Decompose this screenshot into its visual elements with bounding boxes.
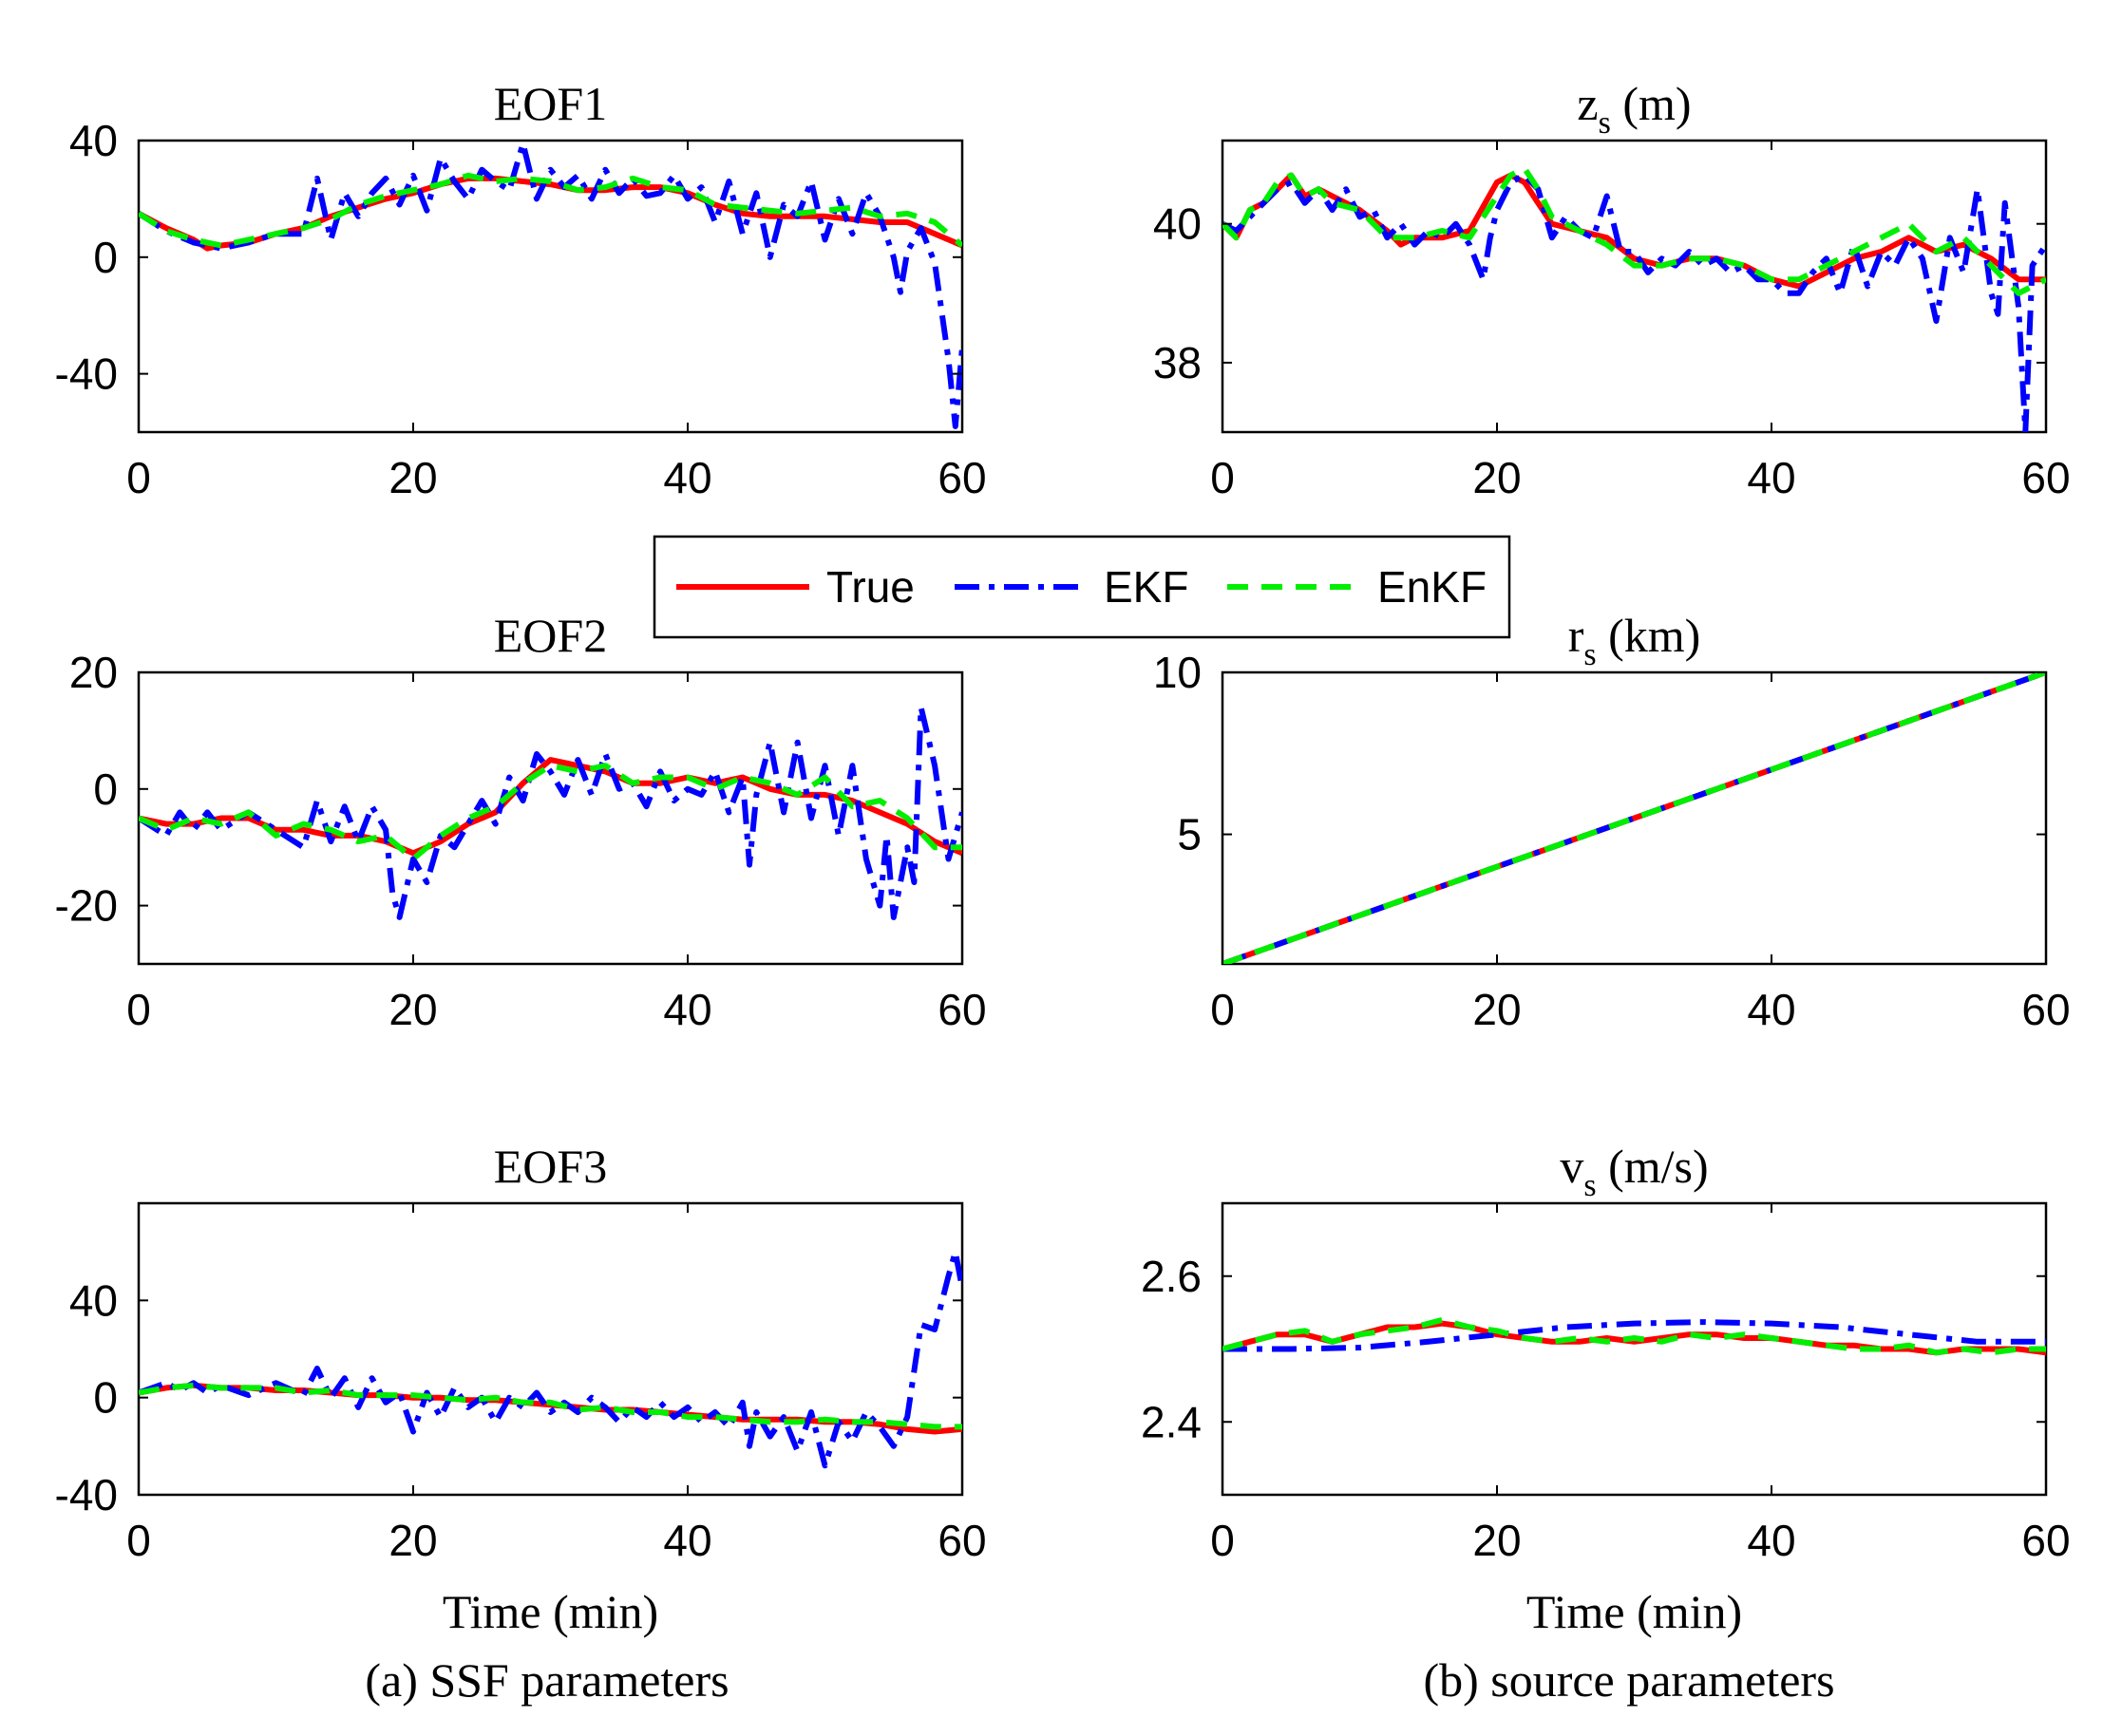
eof3-title-main: EOF3 [494, 1140, 607, 1193]
rs-ytick-label: 10 [1153, 648, 1202, 697]
vs-xtick-label: 20 [1472, 1516, 1521, 1565]
zs-xtick-label: 40 [1747, 453, 1795, 502]
zs-series-ekf [1222, 172, 2046, 432]
zs-title: zs (m) [1577, 77, 1691, 141]
panel-zs: 0 20 40 60 38 40 zs (m) [1153, 77, 2071, 502]
eof2-xtick-label: 60 [938, 985, 986, 1034]
zs-series-group [1222, 165, 2046, 432]
eof2-xtick-label: 20 [388, 985, 437, 1034]
eof3-xtick-label: 20 [388, 1516, 437, 1565]
eof2-ytick-label: -20 [55, 881, 118, 931]
eof3-xtick-label: 60 [938, 1516, 986, 1565]
rs-series-group [1222, 672, 2046, 964]
eof3-series-group [139, 1249, 962, 1469]
eof2-ytick-label: 0 [93, 764, 118, 814]
rs-xtick-label: 20 [1472, 985, 1521, 1034]
vs-title: vs (m/s) [1560, 1140, 1708, 1203]
panel-eof1: 0 20 40 60 -40 0 40 EOF1 [55, 77, 987, 502]
eof1-xtick-label: 0 [126, 453, 151, 502]
eof3-series-enkf [139, 1382, 962, 1430]
eof3-xlabel: Time (min) [443, 1585, 658, 1638]
eof1-series-ekf [139, 141, 962, 429]
eof2-series-true [139, 757, 962, 857]
vs-series-enkf [1222, 1316, 2046, 1356]
eof1-ytick-label: 40 [69, 116, 118, 165]
zs-xtick-label: 20 [1472, 453, 1521, 502]
eof2-title-main: EOF2 [494, 609, 607, 662]
zs-title-sub: s [1599, 105, 1611, 141]
rs-ytick-label: 5 [1177, 810, 1202, 859]
caption-left: (a) SSF parameters [365, 1653, 729, 1707]
eof3-ytick-label: -40 [55, 1470, 118, 1519]
eof3-ytick-label: 40 [69, 1275, 118, 1325]
eof2-xtick-label: 40 [663, 985, 711, 1034]
panel-vs: 0 20 40 60 2.4 2.6 vs (m/s) Time (min) [1141, 1140, 2071, 1638]
eof2-series-group [139, 704, 962, 920]
zs-series-enkf [1222, 165, 2046, 296]
panel-eof2: 0 20 40 60 -20 0 20 EOF2 [55, 609, 987, 1034]
eof1-title-main: EOF1 [494, 77, 607, 130]
panel-rs: 0 20 40 60 5 10 rs (km) [1153, 609, 2071, 1034]
zs-title-suffix: (m) [1611, 77, 1692, 130]
eof1-xtick-label: 60 [938, 453, 986, 502]
eof2-title: EOF2 [494, 609, 607, 662]
zs-ytick-label: 38 [1153, 338, 1202, 387]
vs-series-group [1222, 1316, 2046, 1356]
rs-series-enkf [1222, 672, 2046, 964]
eof1-xtick-label: 40 [663, 453, 711, 502]
eof2-xtick-label: 0 [126, 985, 151, 1034]
eof2-ytick-label: 20 [69, 648, 118, 697]
rs-xtick-label: 60 [2021, 985, 2070, 1034]
rs-xtick-label: 40 [1747, 985, 1795, 1034]
eof1-title: EOF1 [494, 77, 607, 130]
vs-title-suffix: (m/s) [1597, 1140, 1709, 1193]
eof3-xtick-label: 40 [663, 1516, 711, 1565]
caption-right: (b) source parameters [1423, 1653, 1834, 1707]
eof2-series-enkf [139, 763, 962, 862]
eof1-xtick-label: 20 [388, 453, 437, 502]
vs-ytick-label: 2.6 [1141, 1252, 1202, 1301]
eof2-series-ekf [139, 704, 962, 920]
vs-series-ekf [1222, 1319, 2046, 1352]
vs-xtick-label: 0 [1210, 1516, 1235, 1565]
eof3-axes-frame [137, 1201, 964, 1497]
zs-title-main: z [1577, 77, 1598, 130]
rs-xtick-label: 0 [1210, 985, 1235, 1034]
eof1-series-enkf [139, 172, 962, 249]
zs-axes-frame [1221, 139, 2048, 434]
legend-label-ekf: EKF [1104, 562, 1188, 612]
vs-ytick-label: 2.4 [1141, 1397, 1202, 1446]
rs-title-sub: s [1583, 637, 1596, 672]
eof1-ytick-label: 0 [93, 233, 118, 282]
zs-xtick-label: 60 [2021, 453, 2070, 502]
eof1-ytick-label: -40 [55, 349, 118, 399]
eof2-axes-frame [137, 670, 964, 966]
rs-title-suffix: (km) [1597, 609, 1701, 662]
legend: True EKF EnKF [653, 535, 1511, 639]
eof1-series-group [139, 141, 962, 429]
zs-ytick-label: 40 [1153, 199, 1202, 249]
rs-title: rs (km) [1568, 609, 1701, 672]
legend-label-enkf: EnKF [1377, 562, 1487, 612]
vs-xtick-label: 40 [1747, 1516, 1795, 1565]
rs-title-main: r [1568, 609, 1584, 662]
legend-label-true: True [826, 562, 915, 612]
zs-xtick-label: 0 [1210, 453, 1235, 502]
vs-xtick-label: 60 [2021, 1516, 2070, 1565]
vs-xlabel: Time (min) [1526, 1585, 1742, 1638]
vs-title-main: v [1560, 1140, 1583, 1193]
eof3-ytick-label: 0 [93, 1373, 118, 1423]
eof3-title: EOF3 [494, 1140, 607, 1193]
zs-series-true [1222, 172, 2046, 290]
vs-title-sub: s [1583, 1168, 1596, 1203]
eof3-xtick-label: 0 [126, 1516, 151, 1565]
eof1-axes-frame [137, 139, 964, 434]
